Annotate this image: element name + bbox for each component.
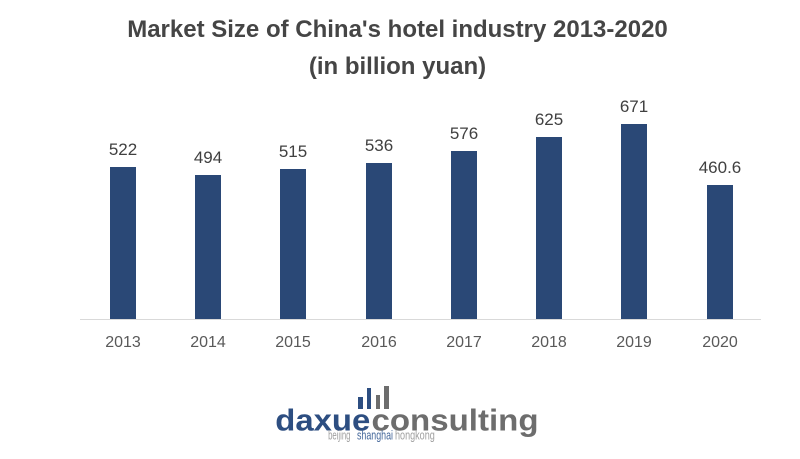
svg-text:beijing: beijing: [328, 428, 350, 443]
svg-text:consulting: consulting: [372, 403, 539, 437]
svg-text:daxue: daxue: [275, 403, 370, 437]
svg-text:hongkong: hongkong: [395, 428, 435, 443]
svg-text:shanghai: shanghai: [357, 428, 393, 443]
